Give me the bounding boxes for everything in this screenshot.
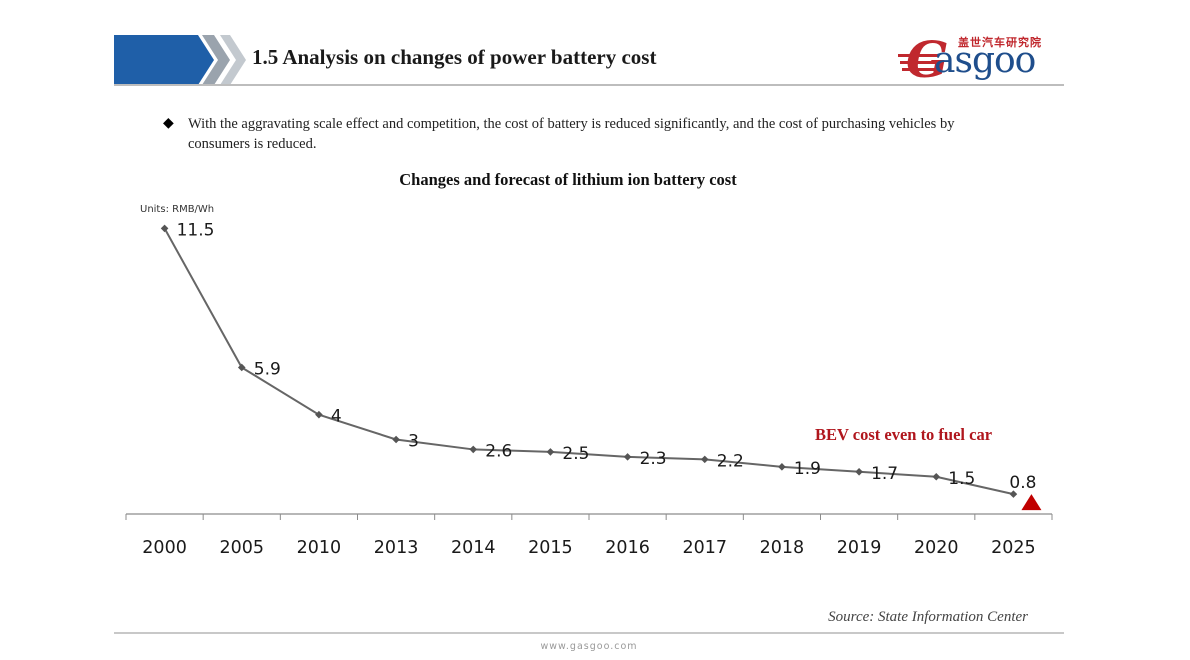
x-tick-label: 2018 (760, 538, 805, 558)
x-tick-label: 2025 (991, 538, 1036, 558)
data-label: 4 (331, 407, 342, 427)
diamond-bullet-icon: ◆ (163, 116, 174, 131)
data-point (160, 224, 169, 233)
x-tick-label: 2013 (374, 538, 419, 558)
data-label: 0.8 (1009, 473, 1036, 493)
data-label: 2.6 (485, 441, 512, 461)
data-point (623, 453, 632, 461)
footer-url: www.gasgoo.com (540, 641, 638, 652)
data-point (315, 410, 323, 419)
footer-divider (114, 632, 1064, 634)
data-point (1009, 490, 1018, 498)
logo-chinese-text: 盖世汽车研究院 (958, 36, 1042, 49)
header-divider (114, 84, 1064, 86)
data-label: 1.7 (871, 464, 898, 484)
data-point (855, 467, 863, 476)
data-label: 2.3 (640, 449, 667, 469)
x-tick-label: 2010 (297, 538, 342, 558)
data-point (469, 445, 478, 454)
data-point (392, 435, 400, 444)
data-label: 11.5 (177, 220, 215, 240)
data-label: 5.9 (254, 359, 281, 379)
logo-wordmark: asgoo (934, 40, 1036, 81)
header-chevron-bar (114, 35, 246, 85)
page-title: 1.5 Analysis on changes of power battery… (252, 45, 657, 69)
bullet-text: With the aggravating scale effect and co… (188, 116, 955, 152)
data-point (932, 472, 941, 481)
chart-title: Changes and forecast of lithium ion batt… (399, 170, 737, 189)
logo-initial: G (906, 30, 949, 89)
source-note: Source: State Information Center (828, 609, 1028, 625)
data-point (546, 448, 555, 456)
x-tick-label: 2019 (837, 538, 882, 558)
x-tick-label: 2005 (219, 538, 264, 558)
data-label: 2.2 (717, 451, 744, 471)
x-tick-label: 2015 (528, 538, 573, 558)
data-label: 1.9 (794, 459, 821, 479)
data-label: 2.5 (562, 444, 589, 464)
logo-stripes-icon (898, 54, 938, 71)
data-label: 3 (408, 432, 419, 452)
data-point (700, 455, 709, 464)
series-line (163, 227, 1014, 496)
x-tick-label: 2020 (914, 538, 959, 558)
x-tick-label: 2017 (682, 538, 727, 558)
chart-annotation: BEV cost even to fuel car (815, 425, 993, 444)
x-tick-label: 2014 (451, 538, 496, 558)
forecast-marker-triangle-icon (1021, 494, 1042, 511)
x-tick-label: 2000 (142, 538, 187, 558)
data-point (237, 363, 246, 372)
data-point (778, 463, 786, 471)
data-label: 1.5 (948, 469, 975, 489)
bullet-point: ◆ With the aggravating scale effect and … (163, 114, 1013, 154)
x-tick-label: 2016 (605, 538, 650, 558)
units-label: Units: RMB/Wh (140, 204, 215, 215)
